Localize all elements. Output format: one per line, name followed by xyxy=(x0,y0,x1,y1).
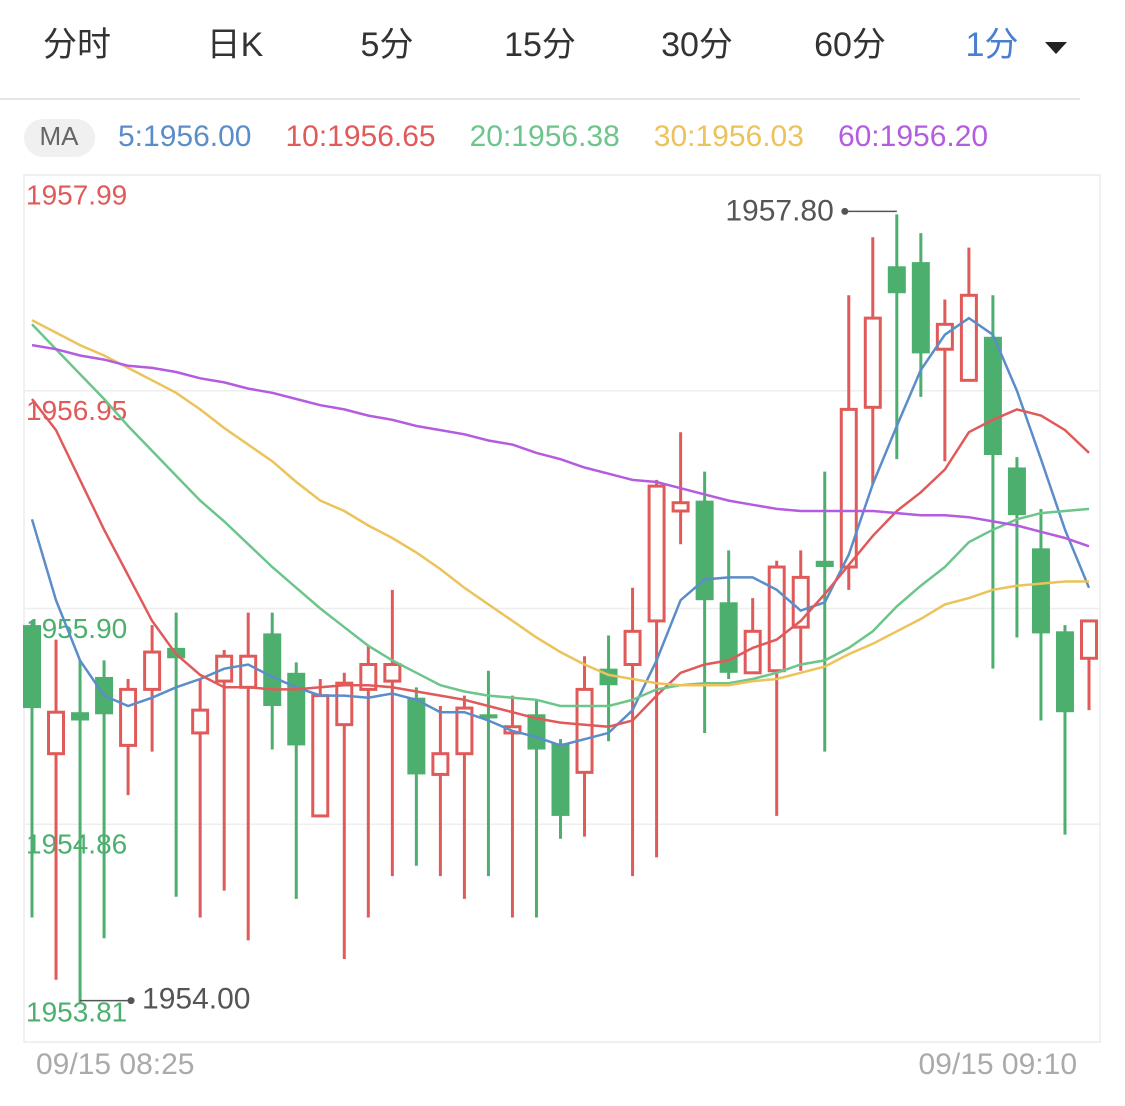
candle-body xyxy=(959,293,978,382)
candle-body xyxy=(623,629,642,667)
candle-body xyxy=(263,633,282,706)
y-tick-label: 1954.86 xyxy=(26,829,127,860)
candle-body xyxy=(287,672,306,746)
candle-body xyxy=(575,687,594,774)
ma-line xyxy=(30,316,1091,747)
high-annotation: 1957.80 xyxy=(725,194,833,227)
tab[interactable]: 60分 xyxy=(814,26,886,64)
candle-body xyxy=(335,681,354,727)
candle-body xyxy=(911,262,930,354)
low-dot xyxy=(127,997,135,1005)
ma-legend-entry: 60:1956.20 xyxy=(838,120,988,153)
tab[interactable]: 15分 xyxy=(504,26,576,64)
candle-body xyxy=(311,694,330,818)
candle-body xyxy=(479,714,498,719)
candle-body xyxy=(1055,631,1074,713)
ma-line xyxy=(31,343,1090,548)
x-tick-label: 09/15 08:25 xyxy=(36,1048,194,1081)
y-tick-label: 1956.95 xyxy=(26,395,127,426)
tab[interactable]: 30分 xyxy=(661,26,733,64)
candle-body xyxy=(431,752,450,776)
ma-line xyxy=(31,323,1090,708)
ma-line xyxy=(31,398,1090,728)
candle-body xyxy=(1007,467,1026,516)
tab[interactable]: 1分 xyxy=(966,26,1019,64)
low-annotation: 1954.00 xyxy=(142,983,250,1016)
candle-body xyxy=(527,714,546,750)
ma-title: MA xyxy=(40,121,80,151)
candle-body xyxy=(1031,548,1050,634)
candle-body xyxy=(455,706,474,756)
candle-body xyxy=(839,407,858,569)
tab[interactable]: 分时 xyxy=(43,26,111,64)
candle-body xyxy=(719,602,738,673)
candle-body xyxy=(1080,619,1098,660)
ma-legend-entry: 5:1956.00 xyxy=(118,120,251,153)
candle-body xyxy=(191,708,210,735)
ma-legend-entry: 20:1956.38 xyxy=(470,120,620,153)
candle-body xyxy=(71,712,90,721)
candle-body xyxy=(383,663,402,683)
candle-body xyxy=(47,710,66,756)
ma-pill xyxy=(24,119,95,157)
candle-body xyxy=(695,500,714,601)
tab[interactable]: 5分 xyxy=(361,26,414,64)
candle-body xyxy=(239,654,258,689)
candle-body xyxy=(23,625,41,709)
candle-body xyxy=(143,650,162,691)
ma-line xyxy=(31,319,1089,687)
high-dot xyxy=(841,207,849,215)
y-tick-label: 1953.81 xyxy=(26,996,127,1027)
candle-body xyxy=(671,501,690,513)
candle-body xyxy=(815,560,834,568)
y-tick-label: 1957.99 xyxy=(26,179,127,210)
candle-body xyxy=(119,687,138,747)
candle-body xyxy=(743,629,762,675)
candle-body xyxy=(551,743,570,816)
tab[interactable]: 日K xyxy=(207,26,264,64)
ma-legend-entry: 10:1956.65 xyxy=(285,120,435,153)
candle-body xyxy=(863,316,882,409)
x-tick-label: 09/15 09:10 xyxy=(919,1048,1077,1081)
candle-body xyxy=(767,565,786,673)
candle-body xyxy=(647,484,666,623)
ma-legend-entry: 30:1956.03 xyxy=(654,120,804,153)
candle-body xyxy=(887,266,906,294)
candle-body xyxy=(983,336,1002,456)
candle-body xyxy=(791,575,810,629)
candle-body xyxy=(407,697,426,775)
candle-body xyxy=(359,663,378,691)
dropdown-arrow[interactable] xyxy=(1045,42,1067,54)
y-tick-label: 1955.90 xyxy=(26,613,127,644)
